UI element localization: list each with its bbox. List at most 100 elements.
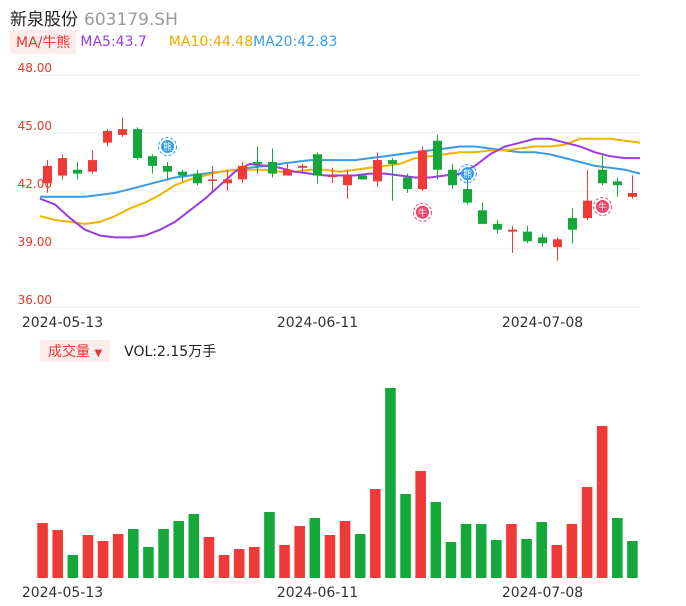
y-tick-label: 39.00 [18,235,52,249]
volume-bars [37,388,638,578]
volume-bar [475,524,487,578]
candle [448,163,457,190]
candle [388,158,397,201]
candle-body [208,179,217,181]
candle [283,163,292,176]
candle-body [538,237,547,244]
volume-bar [581,487,593,578]
candle-body [598,169,607,184]
candle [373,152,382,188]
volume-bar [506,524,517,578]
volume-bar [521,539,532,578]
marker-ring [158,137,177,157]
candle-body [463,189,472,203]
candle-body [163,165,172,172]
marker-dot [416,205,429,219]
candle-body [178,171,187,176]
x-tick-label: 2024-07-08 [502,585,583,601]
candle [343,169,352,199]
x-tick-label: 2024-05-13 [22,585,103,601]
volume-bar [460,524,472,578]
candle [253,146,262,174]
candle [433,134,442,180]
caret-down-icon: ▼ [94,348,103,359]
volume-bar [37,523,48,578]
candle-body [523,231,532,242]
volume-bar [203,537,215,578]
candle-body [553,239,562,248]
volume-legend: 成交量 ▼ VOL:2.15万手 [40,340,217,362]
candle-body [478,210,487,224]
x-tick-label: 2024-07-08 [502,315,583,331]
candle-body [388,160,397,164]
marker-label: 牛 [598,201,607,213]
volume-bar [400,494,411,578]
volume-bar [339,521,351,578]
candle [133,127,142,161]
moving-average-lines [39,137,641,239]
candle [238,162,247,184]
volume-bar [188,514,200,578]
volume-bar [612,518,623,578]
marker-label: 牛 [418,207,427,219]
volume-bar [566,524,578,578]
candle [568,208,577,244]
marker-ring [413,202,432,222]
candle [538,233,547,248]
date-axis-top: 2024-05-13 2024-06-11 2024-07-08 [22,315,583,331]
candle [58,154,67,180]
candle-body [508,229,517,232]
marker-dot [461,167,474,181]
volume-bar [112,534,124,578]
date-axis-bottom: 2024-05-13 2024-06-11 2024-07-08 [22,585,583,601]
volume-value: VOL:2.15万手 [124,344,217,360]
candle [613,177,622,197]
y-tick-label: 36.00 [18,293,52,307]
marker-ring [593,196,612,216]
candle [628,175,637,199]
ma20-value: MA20:42.83 [253,34,338,50]
candle-body [283,169,292,176]
candle-body [253,162,262,164]
volume-bar [445,542,457,578]
volume-bar [264,512,275,578]
candle-body [418,150,427,190]
ma-toggle-button[interactable]: MA/牛熊 [10,30,77,54]
y-tick-label: 45.00 [18,119,52,133]
candle-body [223,179,232,184]
volume-bar [385,388,396,578]
volume-bar [324,535,336,578]
x-tick-label: 2024-06-11 [277,585,358,601]
volume-bar [491,540,502,578]
volume-bar [627,541,638,578]
ma10-line [39,137,641,225]
volume-dropdown-label: 成交量 [48,344,90,360]
candle [478,202,487,224]
volume-bar [97,541,109,578]
volume-bar [309,518,321,578]
candle [358,173,367,180]
volume-bar [233,549,245,578]
volume-bar [249,547,260,578]
candle [508,225,517,253]
volume-bar [415,471,426,578]
candle-body [88,160,97,172]
candle [523,225,532,244]
candle-body [448,169,457,186]
x-tick-label: 2024-06-11 [277,315,358,331]
candle [583,169,592,220]
stock-title: 新泉股份 603179.SH [10,5,178,30]
stock-code: 603179.SH [84,10,178,30]
candle [148,154,157,174]
candle-body [433,140,442,170]
candle [403,173,412,193]
marker-label: 熊 [463,168,472,180]
candle [223,169,232,191]
candle [298,163,307,172]
volume-bar [551,545,563,578]
ma10-value: MA10:44.48 [168,34,254,50]
candle-body [298,165,307,168]
volume-dropdown[interactable]: 成交量 ▼ [40,340,111,362]
candle-body [493,223,502,230]
